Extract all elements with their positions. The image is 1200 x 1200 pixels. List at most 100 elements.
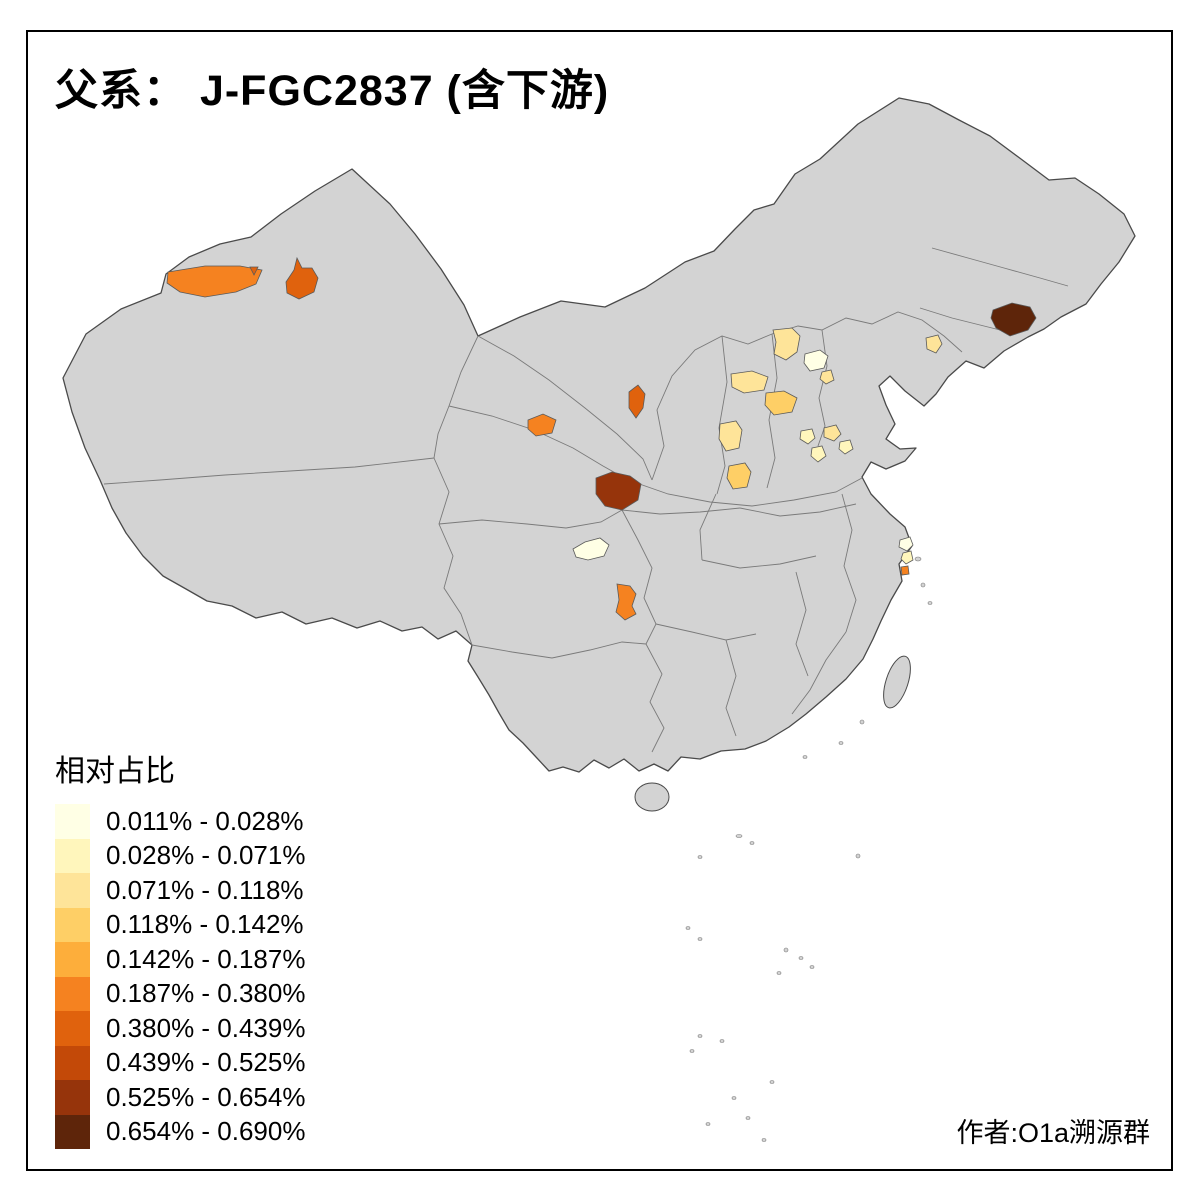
- province-border-line: [477, 335, 653, 481]
- legend-swatch: [55, 907, 90, 942]
- legend-swatch: [55, 1080, 90, 1115]
- choropleth-region: [772, 327, 801, 361]
- small-island: [731, 1096, 737, 1100]
- province-border-line: [739, 503, 857, 517]
- small-island: [838, 741, 844, 745]
- choropleth-region: [925, 334, 943, 354]
- sea-islands: [685, 556, 933, 1142]
- province-border-line: [716, 335, 728, 495]
- small-island: [798, 956, 804, 960]
- small-island: [685, 926, 691, 930]
- small-island: [761, 1138, 767, 1142]
- small-island: [859, 719, 865, 725]
- legend-row: 0.118% - 0.142%: [55, 907, 305, 942]
- small-island: [783, 947, 789, 953]
- plot-border: [26, 30, 1173, 1171]
- small-island: [927, 601, 933, 605]
- legend-row: 0.142% - 0.187%: [55, 942, 305, 977]
- legend-swatch: [55, 1114, 90, 1149]
- choropleth-region: [285, 256, 319, 300]
- legend-label: 0.011% - 0.028%: [106, 805, 304, 836]
- legend-swatch: [55, 942, 90, 977]
- small-island: [855, 853, 861, 859]
- small-island: [769, 1080, 775, 1084]
- choropleth-region: [730, 370, 769, 394]
- province-border-line: [699, 493, 717, 561]
- province-border-line: [795, 571, 809, 677]
- province-border-line: [471, 641, 647, 659]
- legend-row: 0.028% - 0.071%: [55, 838, 306, 873]
- legend-label: 0.071% - 0.118%: [106, 874, 304, 905]
- province-border-line: [766, 333, 778, 489]
- choropleth-region: [898, 536, 914, 552]
- small-island: [735, 834, 743, 838]
- province-border-line: [448, 405, 629, 481]
- choropleth-region: [990, 302, 1037, 337]
- legend-swatch: [55, 1045, 90, 1080]
- province-border-line: [621, 507, 741, 515]
- choropleth-region: [823, 424, 842, 442]
- province-border-line: [438, 509, 623, 529]
- small-island: [802, 755, 808, 759]
- legend-label: 0.654% - 0.690%: [106, 1116, 306, 1147]
- small-island: [697, 1034, 703, 1038]
- legend-label: 0.380% - 0.439%: [106, 1012, 306, 1043]
- small-island: [914, 556, 922, 562]
- choropleth-region: [900, 565, 910, 576]
- province-border-line: [627, 477, 863, 507]
- province-border-line: [655, 623, 757, 641]
- legend-swatch: [55, 804, 90, 839]
- legend-row: 0.525% - 0.654%: [55, 1080, 305, 1115]
- province-border-line: [841, 493, 857, 633]
- legend-row: 0.071% - 0.118%: [55, 873, 305, 908]
- choropleth-region: [595, 471, 642, 511]
- legend-label: 0.187% - 0.380%: [106, 978, 306, 1009]
- small-island: [920, 582, 926, 588]
- province-border-line: [791, 631, 847, 715]
- choropleth-region: [527, 413, 557, 437]
- province-border-line: [621, 509, 657, 645]
- legend-swatch: [55, 873, 90, 908]
- small-island: [719, 1039, 725, 1043]
- legend-title: 相对占比: [55, 755, 175, 788]
- choropleth-region: [810, 445, 827, 463]
- choropleth-region: [726, 462, 752, 490]
- legend-label: 0.439% - 0.525%: [106, 1047, 306, 1078]
- province-borders: [103, 247, 1069, 753]
- province-border-line: [645, 643, 665, 753]
- small-island: [745, 1116, 751, 1120]
- small-island: [697, 937, 703, 941]
- legend-row: 0.654% - 0.690%: [55, 1114, 306, 1149]
- taiwan-island: [883, 655, 911, 709]
- china-outline: [62, 97, 1136, 773]
- choropleth-regions-layer: [166, 256, 1037, 621]
- legend-rows: 0.011% - 0.028% 0.028% - 0.071% 0.071% - 0…: [55, 804, 305, 1149]
- small-island: [809, 965, 815, 969]
- legend-label: 0.142% - 0.187%: [106, 943, 306, 974]
- province-border-line: [701, 555, 817, 569]
- small-island: [697, 855, 703, 859]
- map-title: 父系： J-FGC2837 (含下游): [55, 67, 610, 115]
- small-island: [689, 1049, 695, 1053]
- hainan-island: [634, 782, 670, 812]
- choropleth-region: [166, 265, 263, 298]
- choropleth-region: [628, 384, 646, 419]
- choropleth-region: [764, 390, 798, 416]
- author-credit: 作者:O1a溯源群: [956, 1118, 1150, 1148]
- small-island: [776, 971, 782, 975]
- choropleth-region: [803, 349, 829, 372]
- legend-label: 0.028% - 0.071%: [106, 840, 306, 871]
- choropleth-region: [615, 583, 637, 621]
- province-border-line: [725, 639, 737, 737]
- legend-swatch: [55, 1011, 90, 1046]
- choropleth-region: [900, 550, 914, 565]
- legend-label: 0.118% - 0.142%: [106, 909, 304, 940]
- province-border-line: [931, 247, 1069, 287]
- legend-row: 0.187% - 0.380%: [55, 976, 306, 1011]
- province-border-line: [433, 457, 473, 646]
- small-island: [749, 841, 755, 845]
- small-island: [705, 1122, 711, 1126]
- choropleth-region: [718, 420, 743, 452]
